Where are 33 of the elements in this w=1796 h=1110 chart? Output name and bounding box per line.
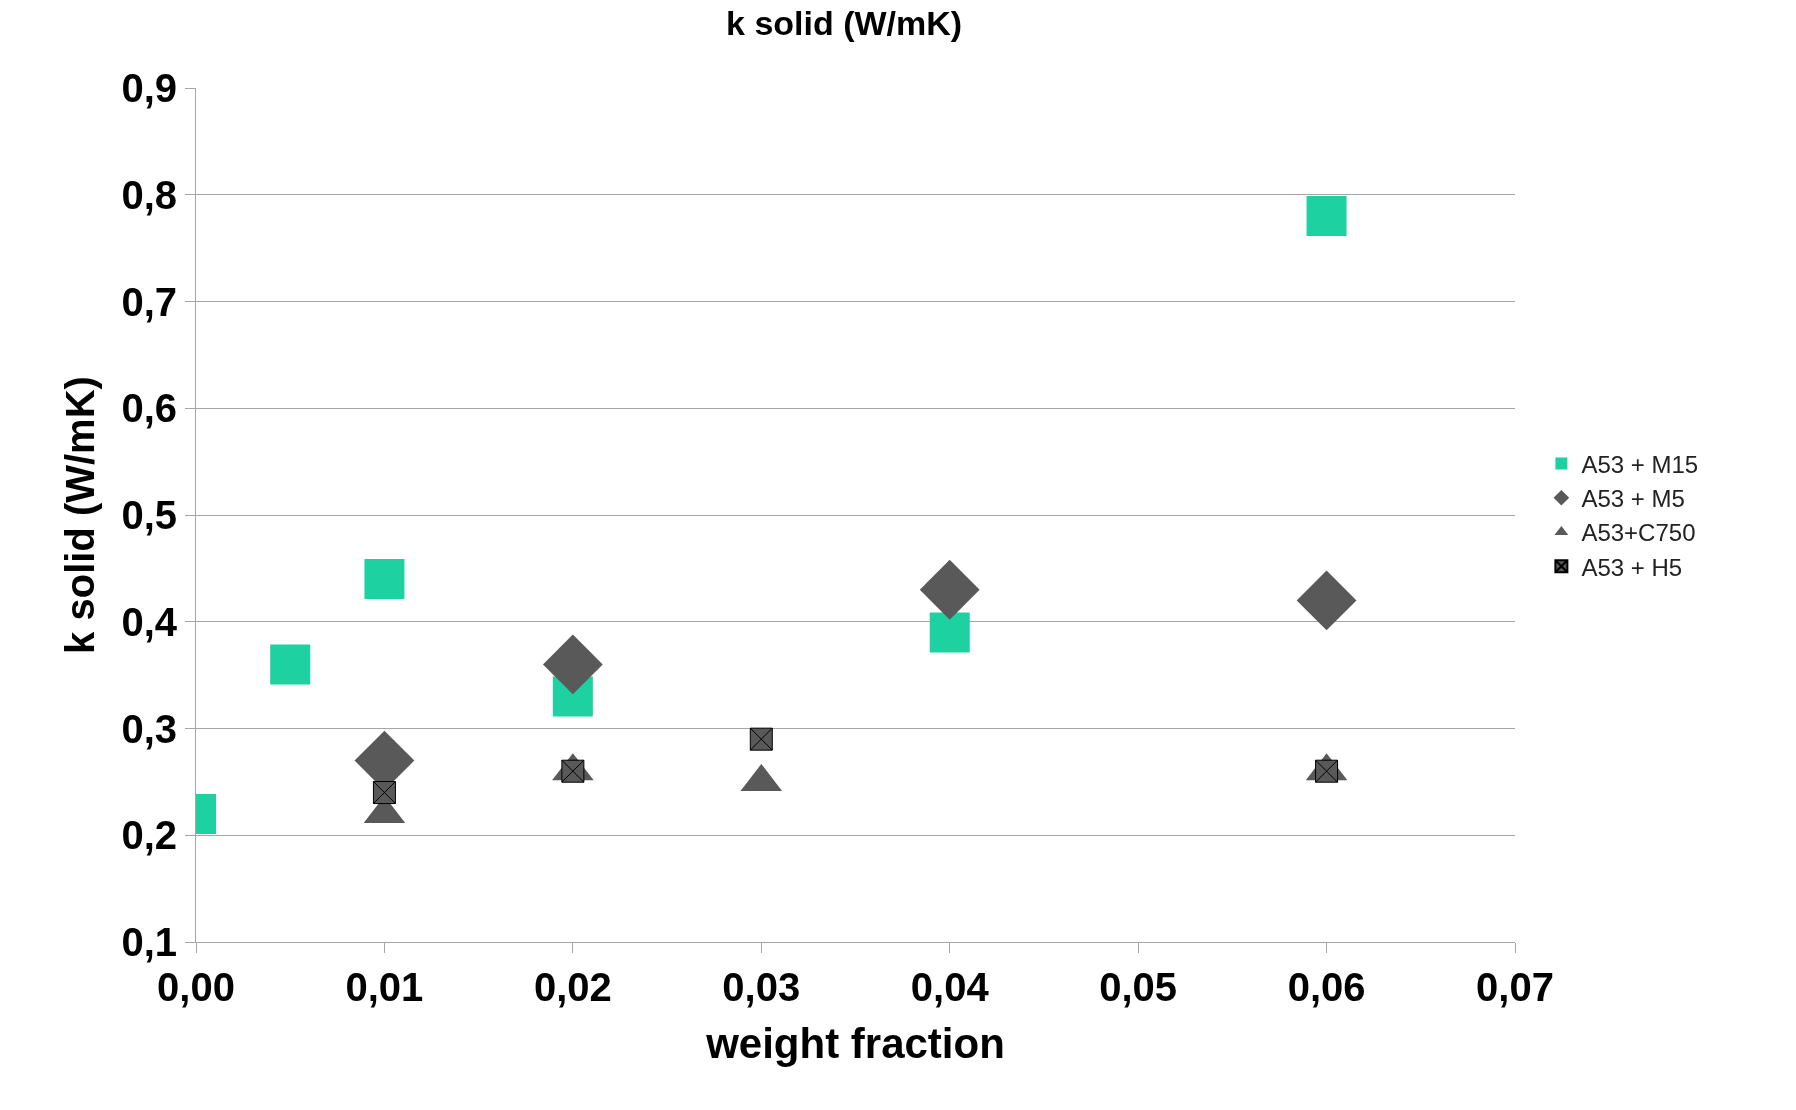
point	[364, 559, 405, 600]
y-tick-label: 0,9	[121, 66, 177, 110]
x-tick-label: 0,02	[533, 965, 612, 1009]
y-tick-label: 0,5	[121, 493, 177, 537]
legend-label: A53 + H5	[1581, 553, 1683, 581]
chart-title: k solid (W/mK)	[726, 3, 963, 42]
point	[372, 781, 396, 805]
x-tick-label: 0,00	[157, 965, 235, 1009]
y-tick-label: 0,1	[121, 920, 177, 964]
y-tick-label: 0,8	[121, 172, 177, 217]
x-tick-label: 0,06	[1287, 965, 1366, 1009]
y-tick-label: 0,6	[121, 386, 177, 431]
y-axis-title: k solid (W/mK)	[57, 376, 102, 654]
legend-label: A53 + M5	[1581, 485, 1685, 513]
legend-label: A53 + M15	[1581, 450, 1699, 478]
point	[919, 559, 980, 620]
x-tick-label: 0,07	[1476, 965, 1554, 1009]
point	[1296, 570, 1357, 631]
point	[1306, 196, 1347, 237]
x-tick-label: 0,03	[722, 965, 801, 1009]
x-tick-label: 0,04	[910, 965, 990, 1009]
point	[270, 644, 311, 685]
point	[542, 634, 603, 695]
point	[929, 612, 970, 653]
y-tick-label: 0,3	[121, 706, 177, 751]
y-tick-label: 0,4	[121, 599, 178, 644]
x-tick-label: 0,05	[1099, 965, 1178, 1009]
y-tick-label: 0,2	[121, 813, 177, 858]
y-tick-label: 0,7	[121, 279, 177, 324]
x-axis-title: weight fraction	[705, 1019, 1005, 1067]
x-tick-label: 0,01	[345, 965, 424, 1009]
legend-label: A53+C750	[1581, 519, 1696, 547]
point	[749, 727, 773, 751]
